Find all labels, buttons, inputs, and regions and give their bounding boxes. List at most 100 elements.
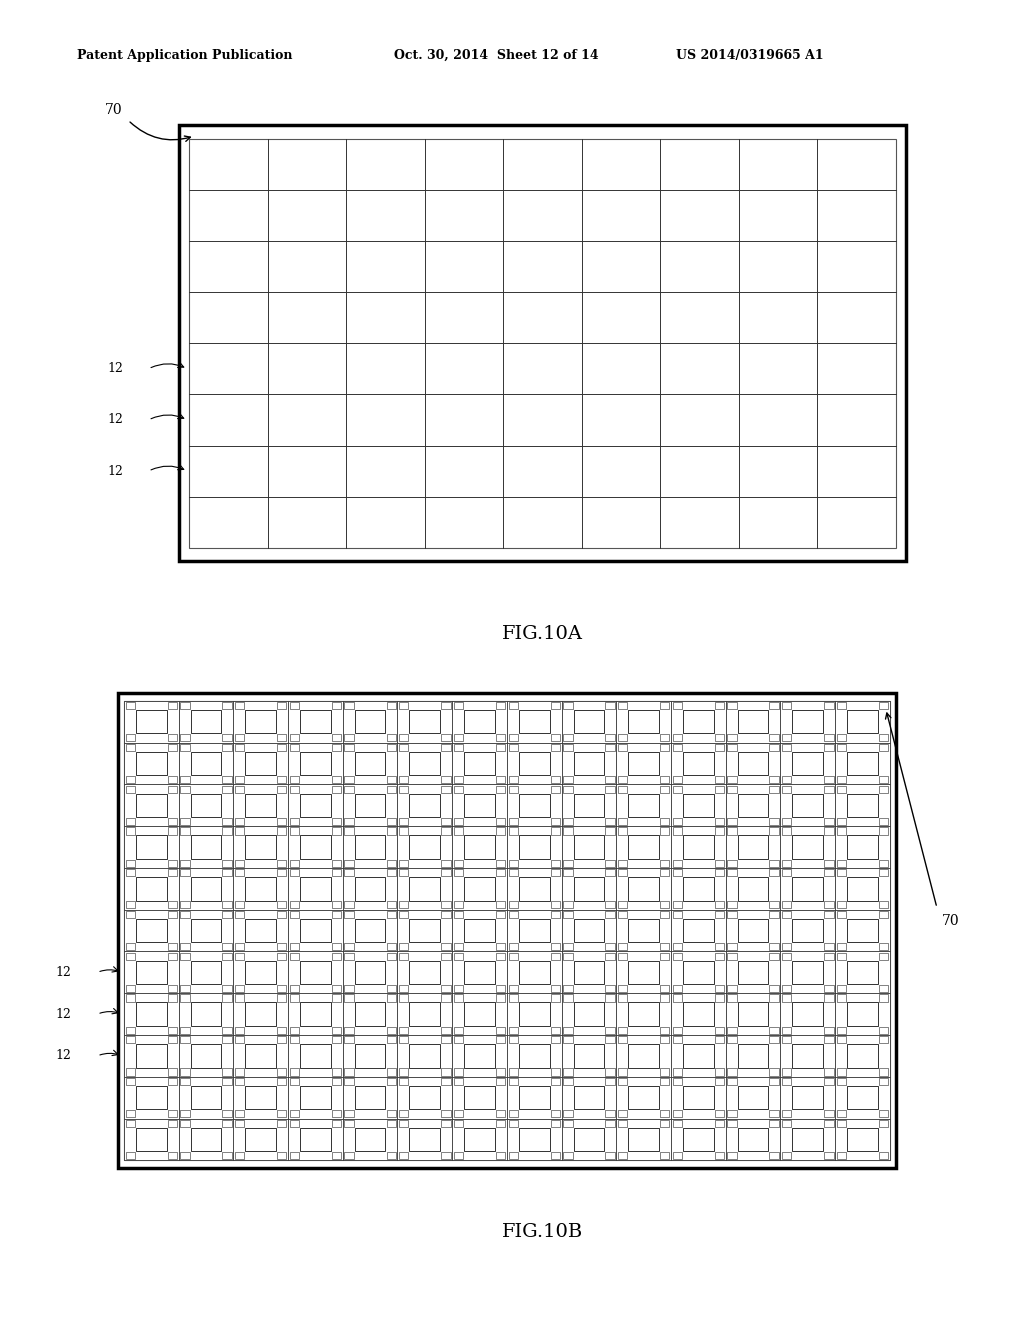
Bar — [290, 702, 299, 709]
Bar — [354, 1086, 385, 1109]
Text: 12: 12 — [55, 1049, 72, 1063]
Bar — [332, 702, 341, 709]
Bar — [780, 826, 836, 869]
Bar — [824, 994, 834, 1002]
Bar — [727, 994, 736, 1002]
Bar — [715, 1036, 724, 1043]
Bar — [300, 710, 331, 734]
Bar — [168, 744, 177, 751]
Bar — [290, 1027, 299, 1034]
Bar — [673, 1119, 682, 1127]
Bar — [563, 1068, 572, 1076]
Bar — [464, 1127, 495, 1151]
Bar — [793, 1044, 823, 1068]
Bar — [605, 1152, 614, 1159]
Bar — [180, 785, 189, 793]
Bar — [278, 702, 287, 709]
Bar — [278, 776, 287, 783]
Bar — [509, 869, 518, 876]
Bar — [715, 744, 724, 751]
Bar — [616, 952, 671, 993]
Bar — [660, 828, 670, 834]
Bar — [441, 859, 451, 867]
Bar — [573, 1044, 604, 1068]
Bar — [222, 869, 231, 876]
Bar — [660, 702, 670, 709]
Bar — [715, 818, 724, 825]
Bar — [769, 785, 779, 793]
Bar — [454, 744, 463, 751]
Bar — [507, 743, 561, 784]
Bar — [836, 869, 890, 909]
Bar — [519, 1044, 550, 1068]
Bar — [616, 701, 671, 743]
Bar — [410, 1044, 440, 1068]
Bar — [464, 1002, 495, 1026]
Bar — [824, 734, 834, 742]
Text: FIG.10A: FIG.10A — [502, 624, 584, 643]
Bar — [180, 869, 189, 876]
Bar — [509, 828, 518, 834]
Bar — [399, 744, 409, 751]
Bar — [454, 942, 463, 950]
Bar — [332, 985, 341, 993]
Bar — [563, 1036, 572, 1043]
Bar — [222, 744, 231, 751]
Bar — [178, 869, 233, 909]
Bar — [464, 1044, 495, 1068]
Bar — [673, 869, 682, 876]
Bar — [354, 1127, 385, 1151]
Bar — [168, 785, 177, 793]
Bar — [629, 752, 659, 775]
Bar — [836, 952, 890, 993]
Bar — [836, 784, 890, 826]
Bar — [386, 942, 396, 950]
Bar — [332, 911, 341, 919]
Bar — [673, 776, 682, 783]
Bar — [726, 1077, 780, 1118]
Bar — [399, 985, 409, 993]
Bar — [671, 909, 726, 952]
Bar — [124, 701, 890, 1160]
Bar — [454, 994, 463, 1002]
Bar — [673, 953, 682, 960]
Bar — [879, 702, 888, 709]
Bar — [683, 1002, 714, 1026]
Bar — [126, 1068, 135, 1076]
Bar — [278, 902, 287, 908]
Bar — [563, 859, 572, 867]
Bar — [386, 744, 396, 751]
Text: US 2014/0319665 A1: US 2014/0319665 A1 — [676, 49, 823, 62]
Bar — [824, 776, 834, 783]
Bar — [344, 776, 353, 783]
Bar — [441, 985, 451, 993]
Bar — [551, 744, 560, 751]
Bar — [354, 1044, 385, 1068]
Bar — [496, 828, 505, 834]
Bar — [726, 869, 780, 909]
Bar — [617, 744, 628, 751]
Bar — [737, 710, 768, 734]
Bar — [780, 909, 836, 952]
Bar — [793, 836, 823, 859]
Bar — [737, 793, 768, 817]
Bar — [178, 952, 233, 993]
Bar — [441, 744, 451, 751]
Bar — [509, 776, 518, 783]
Bar — [509, 785, 518, 793]
Bar — [727, 744, 736, 751]
Bar — [343, 701, 397, 743]
Bar — [300, 836, 331, 859]
Bar — [441, 994, 451, 1002]
Bar — [234, 902, 245, 908]
Bar — [737, 961, 768, 983]
Bar — [769, 985, 779, 993]
Bar — [354, 793, 385, 817]
Bar — [332, 818, 341, 825]
Bar — [715, 985, 724, 993]
Bar — [222, 1110, 231, 1117]
Bar — [563, 869, 572, 876]
Bar — [551, 953, 560, 960]
Bar — [551, 869, 560, 876]
Bar — [660, 785, 670, 793]
